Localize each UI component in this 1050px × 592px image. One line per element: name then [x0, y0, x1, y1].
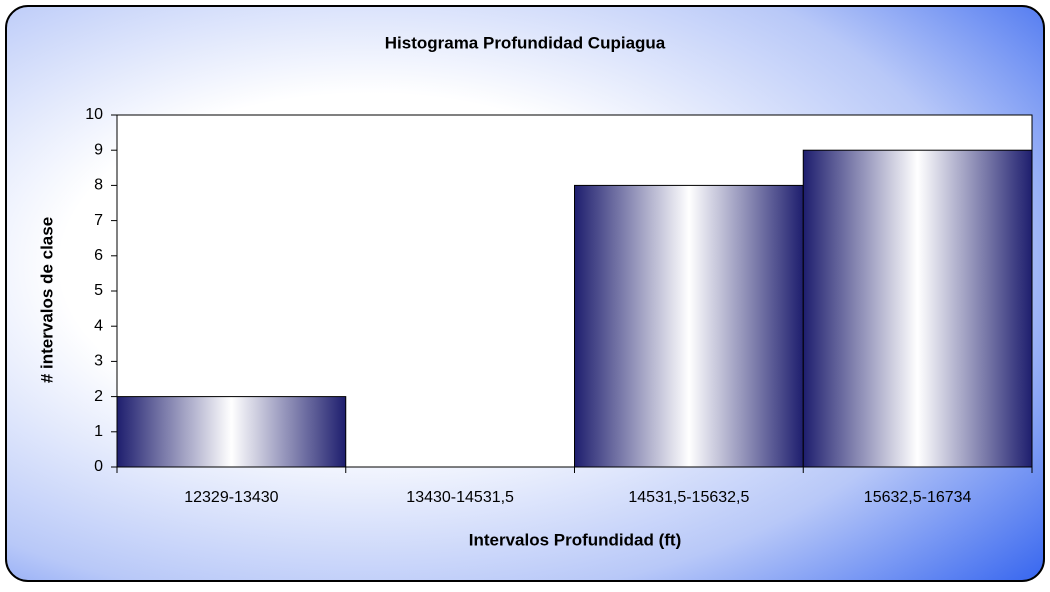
y-tick-label: 2 [94, 388, 103, 405]
y-tick-label: 0 [94, 458, 103, 475]
y-axis-title: # intervalos de clase [37, 217, 56, 383]
y-tick-label: 5 [94, 282, 103, 299]
y-tick-label: 10 [85, 106, 103, 123]
y-tick-label: 9 [94, 141, 103, 158]
chart-title: Histograma Profundidad Cupiagua [385, 33, 666, 52]
bar [116, 396, 347, 468]
y-tick-label: 7 [94, 212, 103, 229]
y-tick-label: 3 [94, 353, 103, 370]
y-tick-label: 1 [94, 423, 103, 440]
bar [802, 149, 1033, 468]
x-tick-label: 12329-13430 [184, 489, 278, 506]
x-tick-label: 15632,5-16734 [864, 489, 972, 506]
x-tick-label: 13430-14531,5 [406, 489, 514, 506]
y-tick-label: 8 [94, 177, 103, 194]
y-tick-label: 4 [94, 317, 103, 334]
x-tick-label: 14531,5-15632,5 [628, 489, 749, 506]
x-axis-title: Intervalos Profundidad (ft) [469, 530, 682, 549]
y-tick-label: 6 [94, 247, 103, 264]
bar [574, 184, 804, 468]
